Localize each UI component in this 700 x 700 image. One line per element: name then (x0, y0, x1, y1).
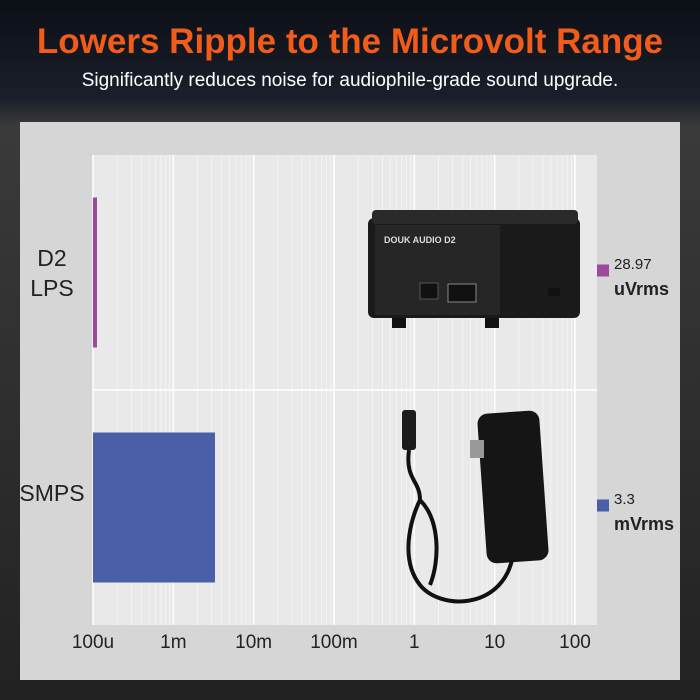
x-tick-label: 100m (310, 632, 358, 653)
category-label: D2 LPS (30, 244, 74, 301)
chart-subtitle: Significantly reduces noise for audiophi… (81, 70, 619, 91)
category-label: SMPS (19, 479, 85, 506)
lps-image: DOUK AUDIO D2 (368, 210, 580, 328)
x-tick-label: 100 (559, 632, 591, 653)
x-tick-label: 100u (71, 632, 115, 653)
value-label: 3.3 mVrms (614, 490, 675, 534)
legend-swatch (597, 264, 609, 277)
bar (93, 197, 97, 348)
bar (93, 432, 215, 583)
x-tick-label: 1m (160, 632, 187, 653)
x-tick-label: 10 (484, 632, 506, 653)
x-tick-label: 1 (409, 632, 420, 653)
legend-swatch (597, 499, 609, 512)
adapter-image (402, 410, 549, 604)
svg-text:DOUK AUDIO D2: DOUK AUDIO D2 (384, 235, 456, 245)
x-tick-label: 10m (235, 632, 273, 653)
value-label: 28.97 uVrms (614, 255, 670, 299)
chart-title: Lowers Ripple to the Microvolt Range (36, 22, 664, 61)
